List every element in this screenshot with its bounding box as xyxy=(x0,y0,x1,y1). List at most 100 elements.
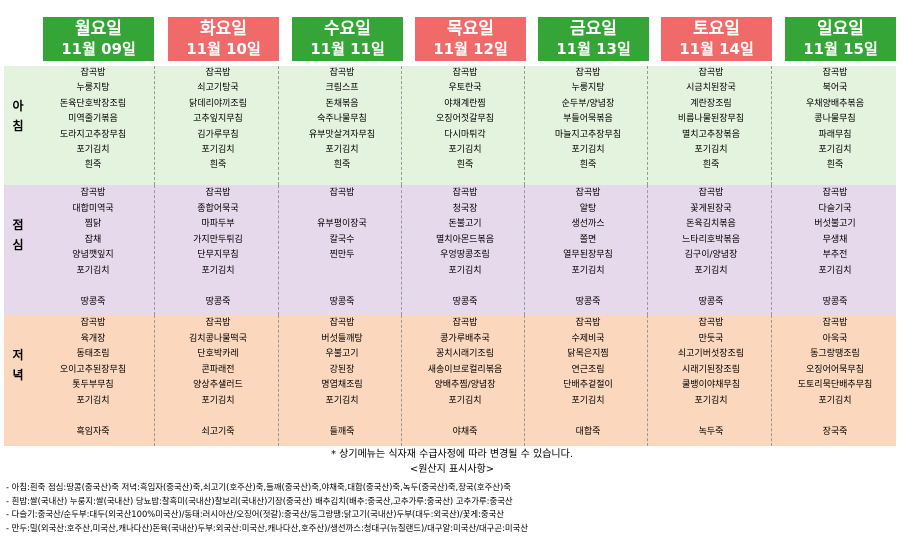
menu-item: 버섯들깨탕 xyxy=(321,333,363,344)
menu-item: 잡곡밥 xyxy=(80,188,106,198)
day-header: 토요일 11월 14일 xyxy=(661,17,772,61)
origin-line: - 다슬기:중국산/순두부:대두(외국산100%미국산)/동태:러시아산/오징어… xyxy=(6,509,504,519)
column-divider xyxy=(401,185,402,315)
menu-item: 포기김치 xyxy=(201,265,235,276)
menu-item: 오징어어묵무침 xyxy=(806,364,864,375)
day-date: 11월 09일 xyxy=(61,40,136,58)
menu-item xyxy=(281,202,403,218)
menu-item: 포기김치 xyxy=(571,144,605,155)
menu-item: 양념깻잎지 xyxy=(72,250,114,261)
menu-item: 쫄면 xyxy=(579,234,597,245)
menu-item: 무생채 xyxy=(822,234,848,245)
menu-item: 마늘지고추장무침 xyxy=(554,129,622,140)
menu-cell: 잡곡밥 알탕 생선까스 쫄면 열무된장무침 포기김치 땅콩죽 xyxy=(527,186,649,311)
menu-item: 대합죽 xyxy=(575,427,601,438)
menu-item: 잡곡밥 xyxy=(329,318,355,328)
column-divider xyxy=(524,66,525,185)
column-divider xyxy=(154,185,155,315)
menu-item: 땅콩죽 xyxy=(575,297,601,308)
menu-item xyxy=(774,410,896,426)
menu-item: 흑임자죽 xyxy=(76,427,110,438)
menu-item: 잡곡밥 xyxy=(698,318,724,328)
menu-item: 대합미역국 xyxy=(72,203,114,214)
column-divider xyxy=(647,185,648,315)
menu-item: 포기김치 xyxy=(694,395,728,406)
menu-item: 흰죽 xyxy=(84,160,102,171)
day-header: 화요일 11월 10일 xyxy=(168,17,279,61)
menu-item xyxy=(157,410,279,426)
day-date: 11월 13일 xyxy=(556,40,631,58)
menu-change-notice: * 상기메뉴는 식자재 수급사정에 따라 변경될 수 있습니다. xyxy=(330,449,574,460)
day-name: 월요일 xyxy=(75,19,122,39)
menu-item: 포기김치 xyxy=(448,265,482,276)
menu-cell: 잡곡밥 아욱국 동그랑땡조림 오징어어묵무침 도토리묵단배추무침 포기김치 장국죽 xyxy=(774,316,896,441)
menu-cell: 잡곡밥 김치콩나물떡국 단호박카레 콘파래전 양상추샐러드 포기김치 쇠고기죽 xyxy=(157,316,279,441)
menu-item: 장국죽 xyxy=(822,427,848,438)
menu-item: 잡곡밥 xyxy=(329,188,355,198)
menu-item: 우엉땅콩조림 xyxy=(440,250,490,261)
menu-item: 포기김치 xyxy=(818,395,852,406)
menu-item: 쇠고기죽 xyxy=(201,427,235,438)
menu-item: 북어국 xyxy=(822,83,848,94)
day-date: 11월 11일 xyxy=(310,40,385,58)
meal-label-char: 녁 xyxy=(12,368,24,382)
menu-item xyxy=(281,264,403,280)
menu-item: 땅콩죽 xyxy=(452,297,478,308)
column-divider xyxy=(524,185,525,315)
menu-item: 포기김치 xyxy=(201,395,235,406)
column-divider xyxy=(154,66,155,185)
menu-item xyxy=(32,410,154,426)
menu-cell: 잡곡밥 우토란국 야채계란찜 오징어젓갈무침 다시마튀각 포기김치 흰죽 xyxy=(404,66,526,174)
day-date: 11월 12일 xyxy=(433,40,508,58)
menu-cell: 잡곡밥 유부평이장국 칼국수 찐만두 땅콩죽 xyxy=(281,186,403,311)
menu-item: 버섯불고기 xyxy=(814,219,856,230)
meal-label-char: 침 xyxy=(12,119,24,133)
menu-item: 칼국수 xyxy=(329,234,355,245)
day-date: 11월 14일 xyxy=(679,40,754,58)
origin-line: - 아침:흰죽 점심:땅콩(중국산)죽 저녁:흑임자(중국산)죽,쇠고기(호주산… xyxy=(6,482,511,492)
menu-item: 우토란국 xyxy=(448,83,482,94)
menu-cell: 잡곡밥 꽃게된장국 돈육김치볶음 느타리호박볶음 김구이/양념장 포기김치 땅콩죽 xyxy=(650,186,772,311)
menu-cell: 잡곡밥 콩가루배추국 꽁치시래기조림 새송이브로컬리볶음 양배추찜/양념장 포기김치 야채죽 xyxy=(404,316,526,441)
menu-item: 돈채볶음 xyxy=(325,98,359,109)
menu-item: 잡곡밥 xyxy=(452,68,478,78)
menu-item: 잡곡밥 xyxy=(329,68,355,78)
meal-row-breakfast: 아 침 잡곡밥 누룽지탕 돈육단호박장조림 미역줄기볶음 도라지고추장무침 포기김치 흰죽 잡곡밥… xyxy=(4,66,896,185)
menu-item xyxy=(774,280,896,296)
menu-item: 흰죽 xyxy=(579,160,597,171)
day-name: 화요일 xyxy=(200,19,247,39)
column-divider xyxy=(771,66,772,185)
menu-item: 잡곡밥 xyxy=(822,188,848,198)
menu-item: 김구이/양념장 xyxy=(684,250,738,261)
menu-cell: 잡곡밥 쇠고기탕국 닭데리야끼조림 고추잎지무침 김가루무침 포기김치 흰죽 xyxy=(157,66,279,174)
day-header: 월요일 11월 09일 xyxy=(43,17,154,61)
menu-item: 잡곡밥 xyxy=(698,68,724,78)
menu-item: 알탕 xyxy=(579,203,597,214)
menu-item xyxy=(281,410,403,426)
menu-cell: 잡곡밥 대합미역국 찜닭 잡채 양념깻잎지 포기김치 땅콩죽 xyxy=(32,186,154,311)
menu-item: 도토리묵단배추무침 xyxy=(797,380,873,391)
menu-item: 돈불고기 xyxy=(448,219,482,230)
menu-item: 포기김치 xyxy=(818,144,852,155)
menu-item: 수제비국 xyxy=(571,333,605,344)
menu-item: 미역줄기볶음 xyxy=(68,114,118,125)
menu-item: 땅콩죽 xyxy=(698,297,724,308)
menu-item: 포기김치 xyxy=(694,265,728,276)
day-header: 금요일 11월 13일 xyxy=(538,17,649,61)
menu-item: 잡곡밥 xyxy=(205,318,231,328)
menu-item: 시금치된장국 xyxy=(686,83,736,94)
menu-item: 양상추샐러드 xyxy=(193,380,243,391)
menu-item: 닭목은지찜 xyxy=(567,349,609,360)
menu-item: 돈육김치볶음 xyxy=(686,219,736,230)
menu-item: 잡곡밥 xyxy=(575,68,601,78)
menu-item: 느타리호박볶음 xyxy=(682,234,740,245)
menu-item: 땅콩죽 xyxy=(822,297,848,308)
column-divider xyxy=(401,66,402,185)
menu-item: 잡곡밥 xyxy=(575,188,601,198)
day-date: 11월 10일 xyxy=(186,40,261,58)
menu-item: 부들어묵볶음 xyxy=(563,114,613,125)
menu-item: 누룽지탕 xyxy=(571,83,605,94)
menu-item: 멸치아몬드볶음 xyxy=(436,234,494,245)
